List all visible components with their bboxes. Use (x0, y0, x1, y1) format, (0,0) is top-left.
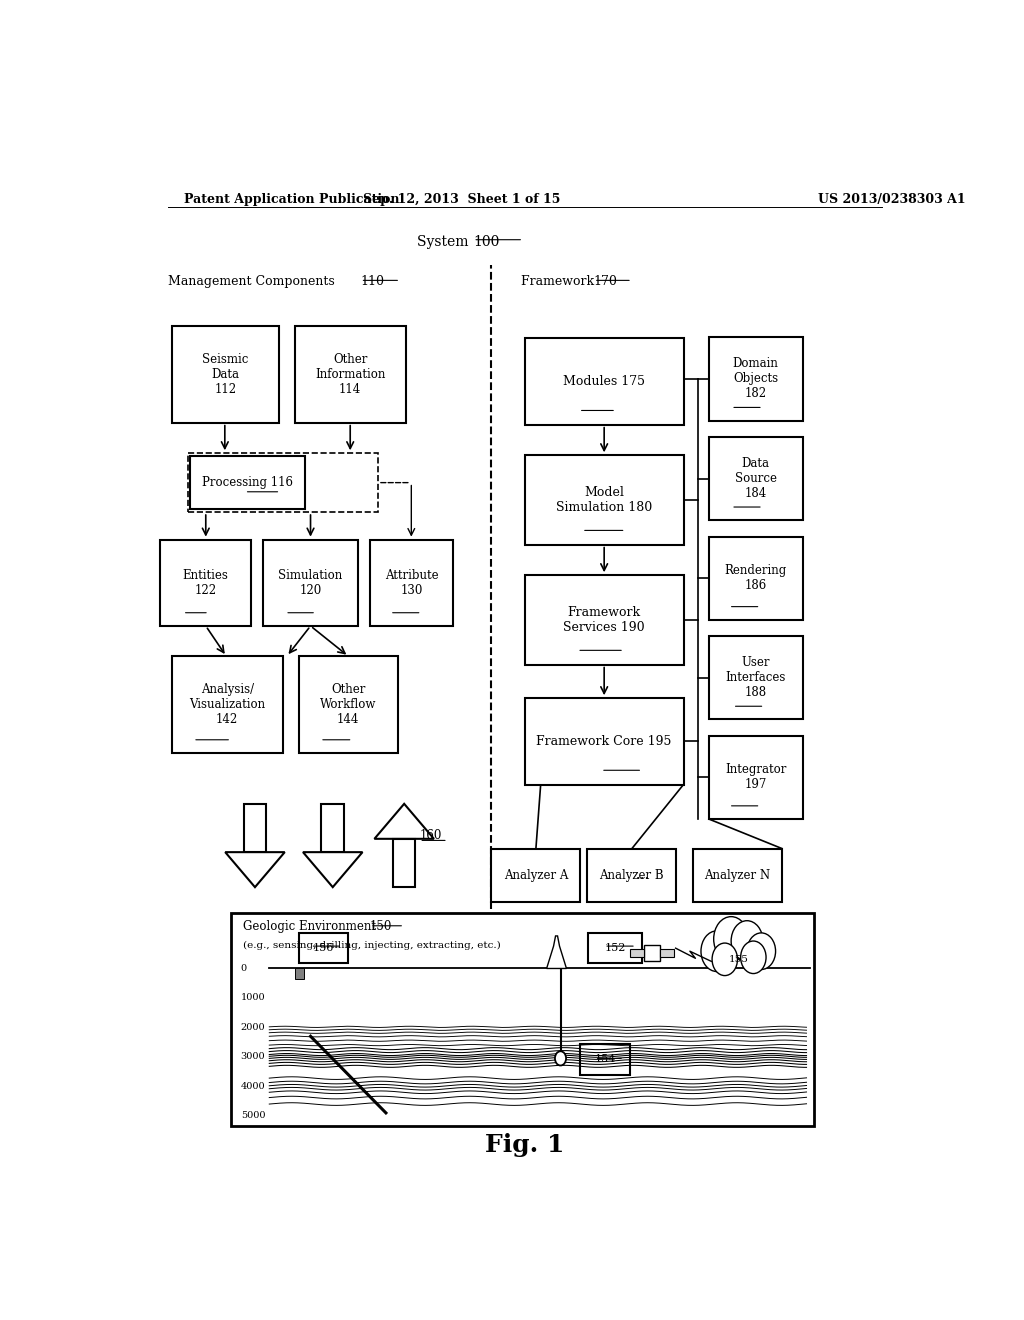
FancyBboxPatch shape (524, 338, 684, 425)
Text: Framework
Services 190: Framework Services 190 (563, 606, 645, 634)
Text: Seismic
Data
112: Seismic Data 112 (202, 352, 249, 396)
Text: Other
Workflow
144: Other Workflow 144 (321, 684, 377, 726)
Text: Sep. 12, 2013  Sheet 1 of 15: Sep. 12, 2013 Sheet 1 of 15 (362, 193, 560, 206)
Bar (644, 945, 659, 961)
Text: 0: 0 (241, 964, 247, 973)
Polygon shape (225, 853, 285, 887)
Polygon shape (547, 936, 566, 969)
Text: Analyzer A: Analyzer A (504, 869, 568, 882)
Text: Integrator
197: Integrator 197 (725, 763, 786, 792)
FancyBboxPatch shape (524, 576, 684, 664)
FancyBboxPatch shape (709, 735, 803, 818)
Text: 154: 154 (594, 1055, 615, 1064)
FancyBboxPatch shape (587, 849, 676, 903)
Text: US 2013/0238303 A1: US 2013/0238303 A1 (818, 193, 966, 206)
Text: Simulation
120: Simulation 120 (279, 569, 343, 597)
Polygon shape (303, 853, 362, 887)
Polygon shape (375, 804, 434, 838)
Text: 160: 160 (419, 829, 441, 842)
FancyBboxPatch shape (492, 849, 581, 903)
Text: 4000: 4000 (241, 1082, 265, 1090)
Text: Framework: Framework (521, 276, 598, 288)
FancyBboxPatch shape (581, 1044, 630, 1074)
Text: Analyzer N: Analyzer N (705, 869, 770, 882)
Text: Data
Source
184: Data Source 184 (735, 457, 777, 500)
Text: Patent Application Publication: Patent Application Publication (183, 193, 399, 206)
Text: Processing 116: Processing 116 (202, 477, 293, 490)
Text: Analysis/
Visualization
142: Analysis/ Visualization 142 (189, 684, 265, 726)
Text: 110: 110 (360, 276, 385, 288)
FancyBboxPatch shape (524, 455, 684, 545)
Text: 150: 150 (370, 920, 392, 933)
Circle shape (555, 1051, 566, 1065)
FancyBboxPatch shape (588, 933, 642, 964)
Polygon shape (244, 804, 266, 853)
Text: User
Interfaces
188: User Interfaces 188 (726, 656, 786, 700)
Text: 156: 156 (312, 944, 334, 953)
Bar (659, 949, 674, 957)
Text: Management Components: Management Components (168, 276, 338, 288)
Text: 1000: 1000 (241, 994, 265, 1002)
Text: (e.g., sensing, drilling, injecting, extracting, etc.): (e.g., sensing, drilling, injecting, ext… (243, 941, 501, 950)
Text: Attribute
130: Attribute 130 (385, 569, 438, 597)
Text: Domain
Objects
182: Domain Objects 182 (733, 358, 778, 400)
Circle shape (712, 942, 737, 975)
FancyBboxPatch shape (709, 536, 803, 620)
FancyBboxPatch shape (160, 540, 251, 626)
Text: 152: 152 (604, 944, 626, 953)
Polygon shape (322, 804, 344, 853)
FancyBboxPatch shape (231, 912, 814, 1126)
FancyBboxPatch shape (524, 698, 684, 784)
Text: Framework Core 195: Framework Core 195 (537, 735, 672, 748)
Text: Other
Information
114: Other Information 114 (315, 352, 385, 396)
Text: Entities
122: Entities 122 (182, 569, 228, 597)
FancyBboxPatch shape (299, 933, 348, 964)
FancyBboxPatch shape (172, 656, 283, 752)
FancyBboxPatch shape (709, 437, 803, 520)
FancyBboxPatch shape (172, 326, 279, 422)
Polygon shape (393, 838, 416, 887)
Circle shape (714, 916, 749, 961)
FancyBboxPatch shape (693, 849, 782, 903)
Text: Fig. 1: Fig. 1 (485, 1133, 564, 1156)
FancyBboxPatch shape (263, 540, 358, 626)
FancyBboxPatch shape (370, 540, 454, 626)
Text: Modules 175: Modules 175 (563, 375, 645, 388)
Circle shape (731, 921, 763, 961)
Text: 2000: 2000 (241, 1023, 265, 1032)
FancyBboxPatch shape (295, 326, 406, 422)
FancyBboxPatch shape (187, 453, 378, 512)
Text: 3000: 3000 (241, 1052, 265, 1061)
Text: 155: 155 (729, 954, 749, 964)
FancyBboxPatch shape (189, 457, 305, 510)
FancyBboxPatch shape (299, 656, 397, 752)
Circle shape (701, 931, 733, 972)
Text: Analyzer B: Analyzer B (599, 869, 664, 882)
FancyBboxPatch shape (709, 636, 803, 719)
Bar (295, 969, 304, 978)
Circle shape (740, 941, 766, 974)
FancyBboxPatch shape (709, 338, 803, 421)
Bar (630, 949, 644, 957)
Text: System: System (418, 235, 473, 248)
Text: 5000: 5000 (241, 1111, 265, 1121)
Text: Model
Simulation 180: Model Simulation 180 (556, 486, 652, 513)
Text: 170: 170 (594, 276, 617, 288)
Text: Geologic Environment: Geologic Environment (243, 920, 380, 933)
Circle shape (746, 933, 775, 969)
Text: 100: 100 (473, 235, 500, 248)
Text: ...: ... (635, 869, 649, 883)
Text: Rendering
186: Rendering 186 (725, 564, 786, 593)
